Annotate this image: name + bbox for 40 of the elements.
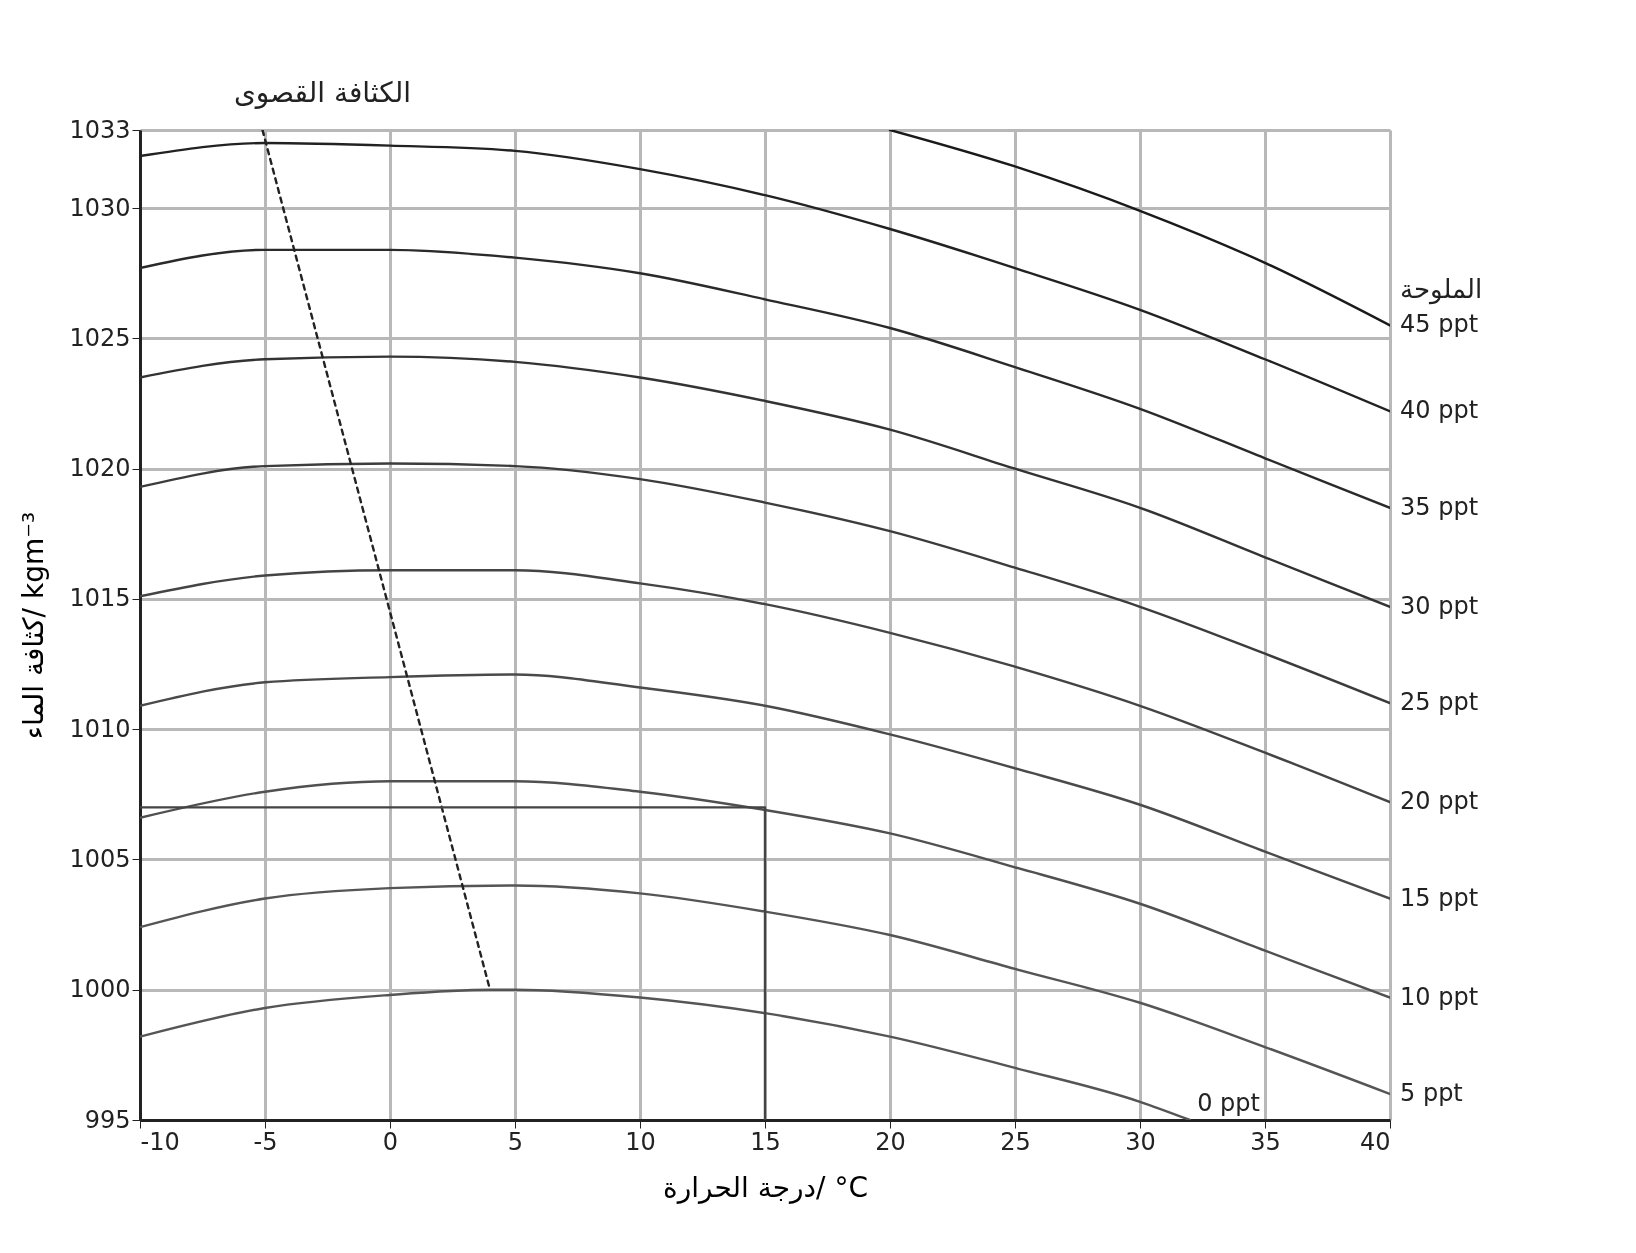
y-tick-label: 1015 [69, 584, 131, 613]
series-label: 45 ppt [1400, 310, 1479, 339]
y-tick-label: 1025 [69, 323, 131, 352]
series-label: 15 ppt [1400, 883, 1479, 912]
y-axis-title: كثافة الماء/ kgm⁻³ [17, 511, 51, 740]
x-tick-label: 5 [507, 1127, 524, 1156]
x-axis-title: درجة الحرارة/ °C [663, 1170, 868, 1204]
series-label: 30 ppt [1400, 591, 1479, 620]
x-tick-label: 40 [1359, 1127, 1391, 1156]
x-tick-label: 0 [382, 1127, 399, 1156]
annotation: الكثافة القصوى [233, 76, 412, 109]
series-label: 40 ppt [1400, 396, 1479, 425]
series-label: 10 ppt [1400, 982, 1479, 1011]
line-series [888, 130, 1390, 327]
line-series [140, 673, 1390, 900]
x-tick-label: 25 [1000, 1127, 1031, 1156]
y-tick-label: 1010 [69, 714, 131, 743]
x-tick-label: -5 [253, 1127, 278, 1156]
y-tick-label: 995 [84, 1105, 131, 1134]
series-label: 35 ppt [1400, 492, 1479, 521]
y-tick-label: 1000 [69, 975, 131, 1004]
x-tick-label: -10 [140, 1127, 180, 1156]
series-label: 20 ppt [1400, 787, 1479, 816]
series-label: 5 ppt [1400, 1078, 1463, 1107]
x-tick-label: 10 [625, 1127, 656, 1156]
line-series [140, 462, 1390, 705]
series-label: 25 ppt [1400, 688, 1479, 717]
line-series [140, 988, 1192, 1120]
series-label: 0 ppt [1197, 1089, 1260, 1117]
x-tick-label: 30 [1125, 1127, 1156, 1156]
y-tick-label: 1020 [69, 454, 131, 483]
y-tick-label: 1030 [69, 193, 131, 222]
x-tick-label: 20 [875, 1127, 906, 1156]
x-tick-label: 35 [1250, 1127, 1281, 1156]
line-series [140, 355, 1390, 608]
y-tick-label: 1005 [69, 844, 131, 873]
legend-title: الملوحة [1400, 274, 1483, 305]
y-tick-label: 1033 [69, 115, 131, 144]
x-tick-label: 15 [750, 1127, 781, 1156]
line-series [140, 569, 1390, 804]
